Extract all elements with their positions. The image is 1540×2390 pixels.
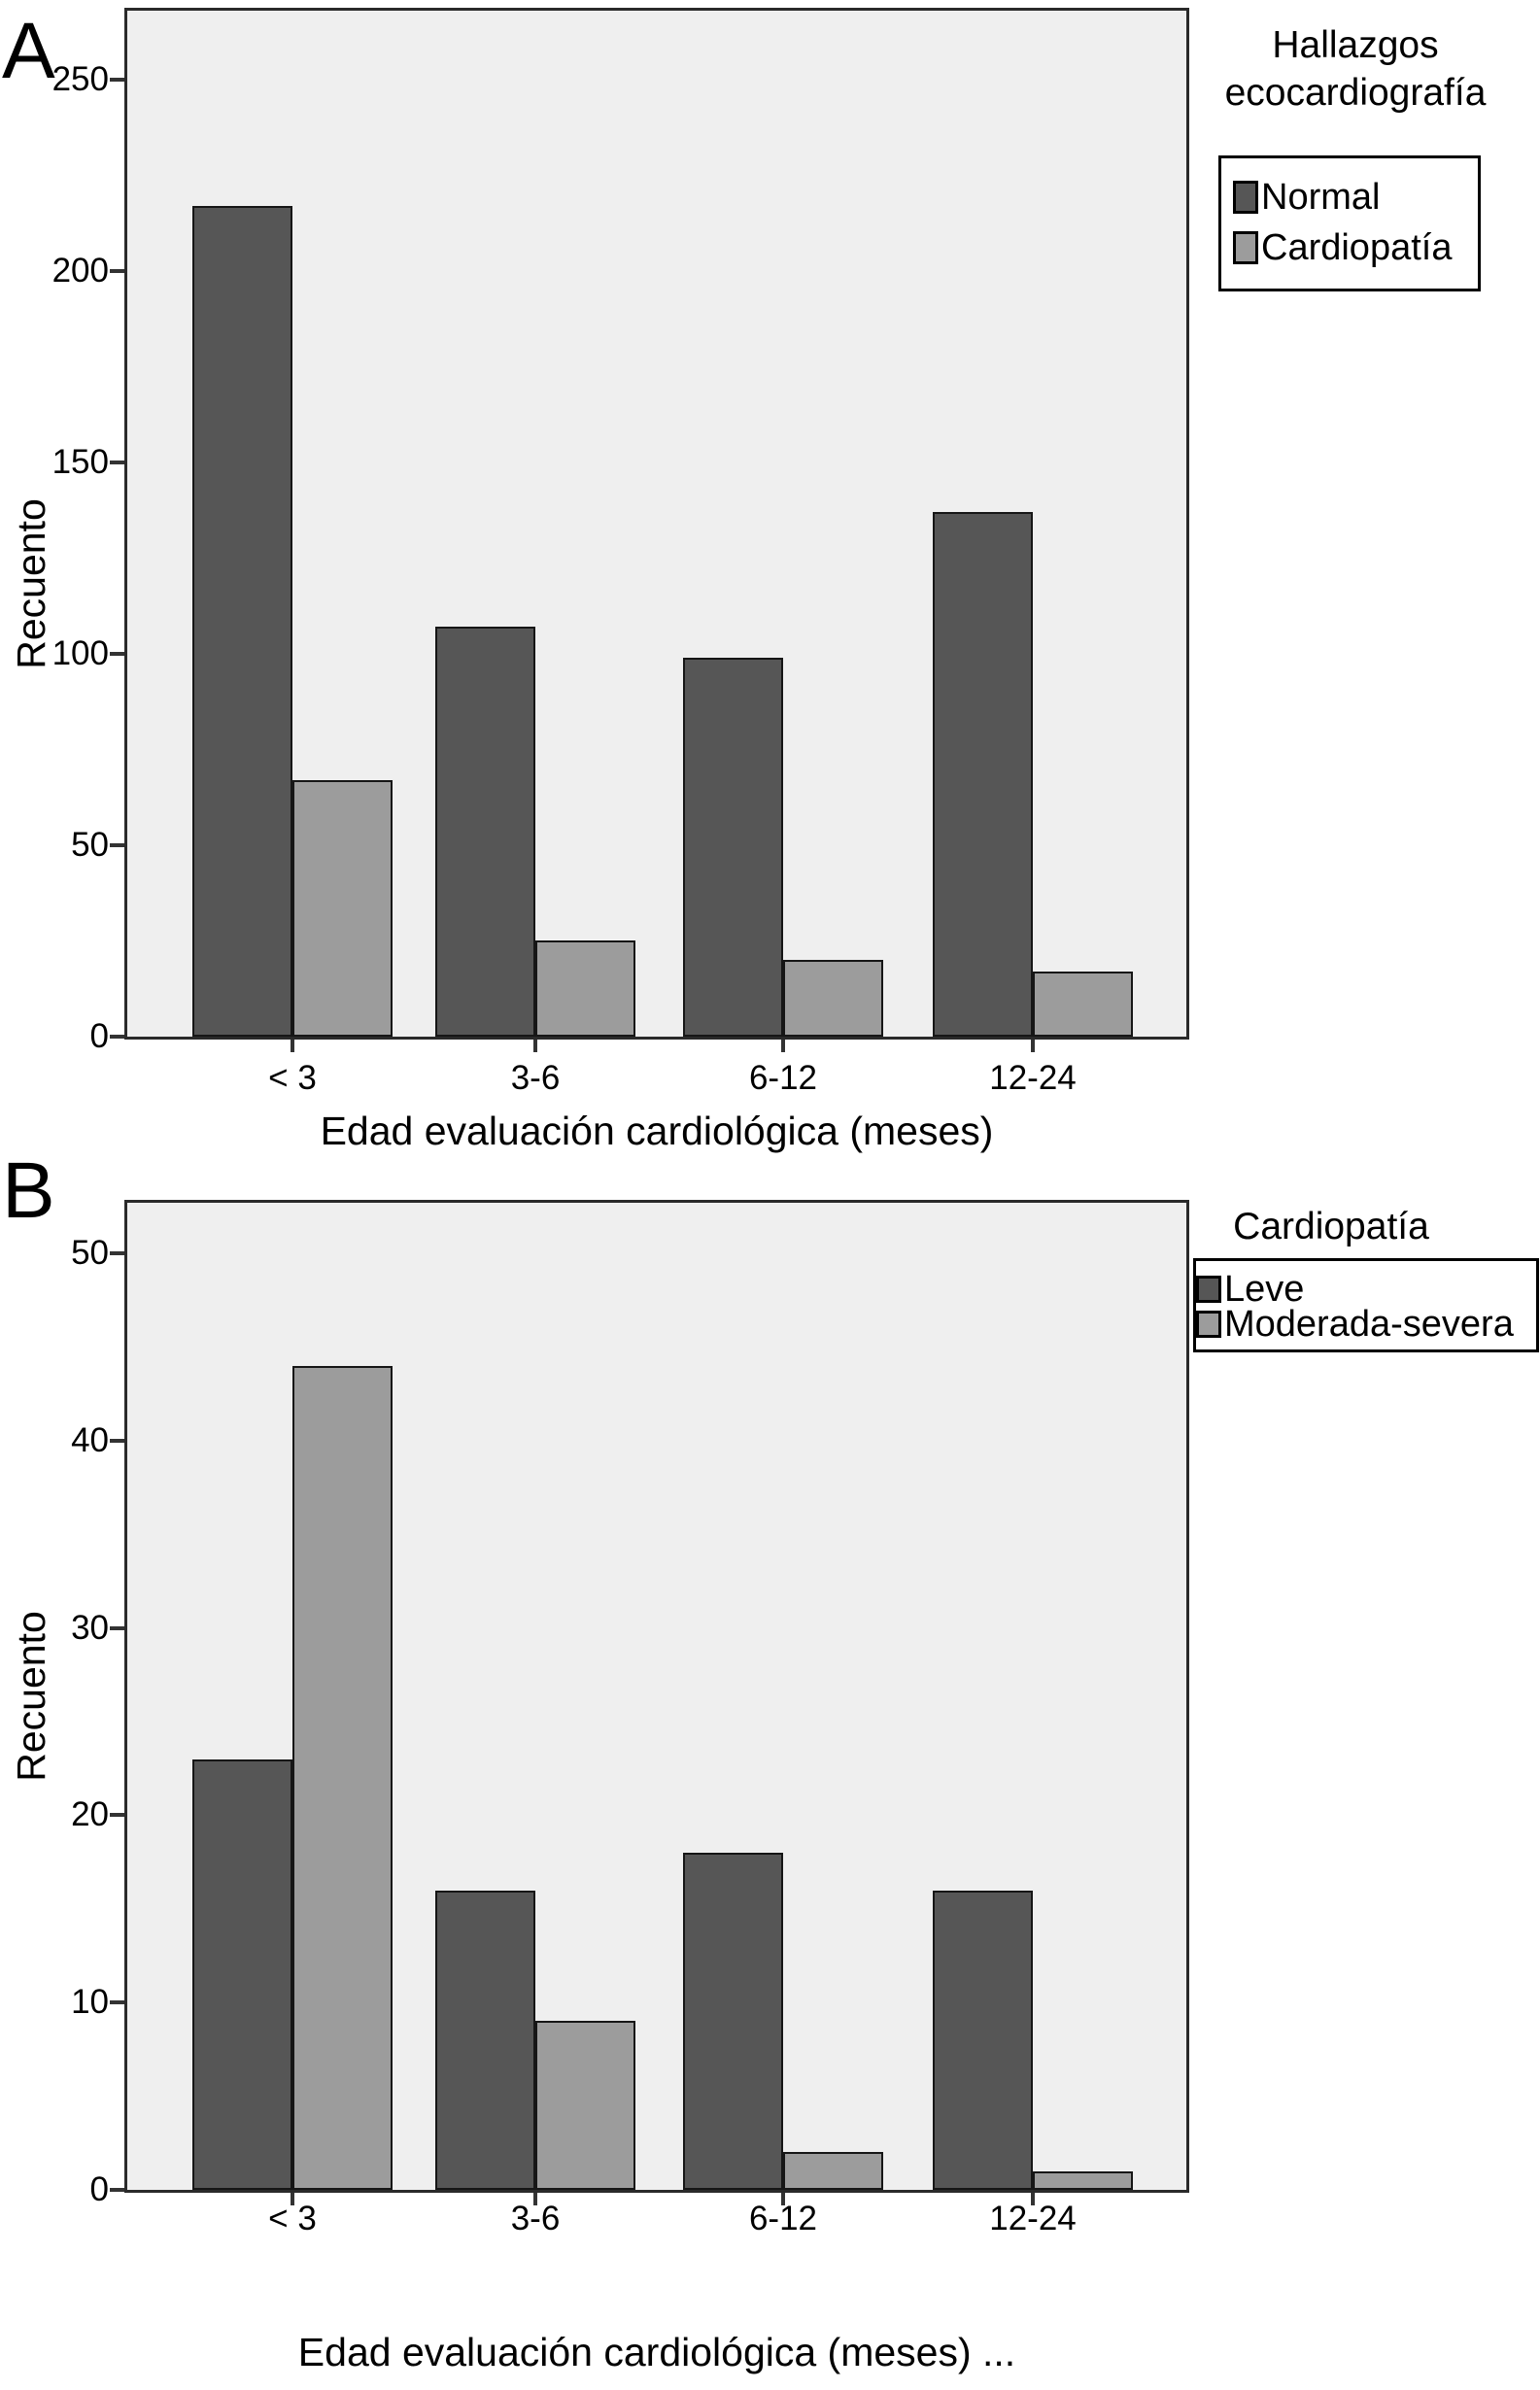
legend-item-label: Cardiopatía	[1261, 227, 1453, 268]
bar-A-Normal-12-24	[933, 512, 1033, 1037]
x-tick-mark	[291, 1040, 294, 1052]
x-tick-mark	[1031, 2193, 1035, 2205]
legend-item-moderada-severa: Moderada-severa	[1196, 1304, 1536, 1345]
x-category-label: 12-24	[989, 1059, 1077, 1097]
y-tick-mark	[110, 77, 124, 82]
legend-item-label: Normal	[1261, 177, 1381, 218]
bar-A-Normal-6-12	[683, 658, 783, 1037]
y-tick-mark	[110, 1438, 124, 1443]
x-axis-title-b: Edad evaluación cardiológica (meses) ...	[297, 2330, 1016, 2374]
x-category-label: 6-12	[748, 1059, 818, 1097]
x-axis-title-a: Edad evaluación cardiológica (meses)	[320, 1109, 994, 1153]
legend-item-label: Leve	[1224, 1269, 1305, 1310]
legend-item-normal: Normal	[1233, 172, 1478, 222]
x-category-label: < 3	[268, 2200, 317, 2237]
x-tick-mark	[533, 2193, 537, 2205]
y-tick-label: 0	[89, 1017, 109, 1055]
cardiopatia-swatch-icon	[1233, 231, 1258, 264]
y-tick-mark	[110, 1035, 124, 1039]
bar-A-Cardiopatía-6-12	[783, 960, 883, 1037]
bar-B-Moderada-severa-6-12	[783, 2152, 883, 2190]
moderada-severa-swatch-icon	[1196, 1311, 1221, 1338]
y-tick-label: 200	[51, 251, 109, 290]
y-tick-label: 50	[71, 825, 109, 864]
x-tick-mark	[1031, 1040, 1035, 1052]
bar-A-Normal-3-6	[435, 627, 535, 1037]
x-tick-mark	[781, 1040, 785, 1052]
y-tick-label: 20	[71, 1795, 109, 1834]
y-tick-mark	[110, 1813, 124, 1818]
y-tick-mark	[110, 460, 124, 464]
bar-B-Leve-12-24	[933, 1891, 1033, 2190]
x-tick-mark	[533, 1040, 537, 1052]
bar-A-Normal-< 3	[192, 206, 292, 1037]
y-tick-label: 50	[71, 1234, 109, 1273]
leve-swatch-icon	[1196, 1276, 1221, 1303]
y-tick-mark	[110, 2188, 124, 2192]
x-tick-mark	[781, 2193, 785, 2205]
y-tick-label: 100	[51, 633, 109, 672]
legend-title-a-line1: Hallazgos	[1272, 24, 1439, 66]
y-tick-mark	[110, 842, 124, 847]
legend-box-b: Leve Moderada-severa	[1193, 1258, 1539, 1352]
x-category-label: 6-12	[748, 2200, 818, 2237]
bar-A-Cardiopatía-12-24	[1033, 972, 1133, 1037]
panel-a-letter: A	[2, 7, 55, 95]
y-tick-mark	[110, 268, 124, 273]
bar-B-Leve-6-12	[683, 1853, 783, 2190]
y-tick-mark	[110, 1625, 124, 1630]
normal-swatch-icon	[1233, 181, 1258, 214]
bar-B-Moderada-severa-3-6	[535, 2021, 635, 2190]
y-tick-label: 30	[71, 1608, 109, 1647]
bar-B-Moderada-severa-12-24	[1033, 2171, 1133, 2190]
y-tick-label: 0	[89, 2170, 109, 2208]
legend-item-leve: Leve	[1196, 1269, 1536, 1310]
legend-item-label: Moderada-severa	[1224, 1304, 1514, 1345]
panel-b-letter: B	[2, 1146, 55, 1235]
y-tick-mark	[110, 651, 124, 656]
legend-title-a: Hallazgos ecocardiografía	[1195, 21, 1516, 117]
y-tick-label: 250	[51, 59, 109, 98]
bar-B-Moderada-severa-< 3	[292, 1366, 393, 2190]
y-tick-label: 10	[71, 1983, 109, 2022]
bar-A-Cardiopatía-< 3	[292, 780, 393, 1037]
y-tick-mark	[110, 1251, 124, 1256]
x-tick-mark	[291, 2193, 294, 2205]
legend-title-b-line1: Cardiopatía	[1233, 1206, 1429, 1247]
y-tick-label: 150	[51, 442, 109, 481]
legend-title-b: Cardiopatía	[1195, 1203, 1467, 1250]
legend-item-cardiopatia: Cardiopatía	[1233, 222, 1478, 273]
y-tick-label: 40	[71, 1420, 109, 1459]
bar-A-Cardiopatía-3-6	[535, 940, 635, 1037]
x-category-label: 12-24	[989, 2200, 1077, 2237]
y-tick-mark	[110, 2000, 124, 2005]
x-category-label: 3-6	[510, 2200, 561, 2237]
x-category-label: 3-6	[510, 1059, 561, 1097]
x-category-label: < 3	[268, 1059, 317, 1097]
bar-B-Leve-< 3	[192, 1759, 292, 2190]
legend-box-a: Normal Cardiopatía	[1218, 155, 1481, 291]
legend-title-a-line2: ecocardiografía	[1224, 72, 1487, 114]
bar-B-Leve-3-6	[435, 1891, 535, 2190]
